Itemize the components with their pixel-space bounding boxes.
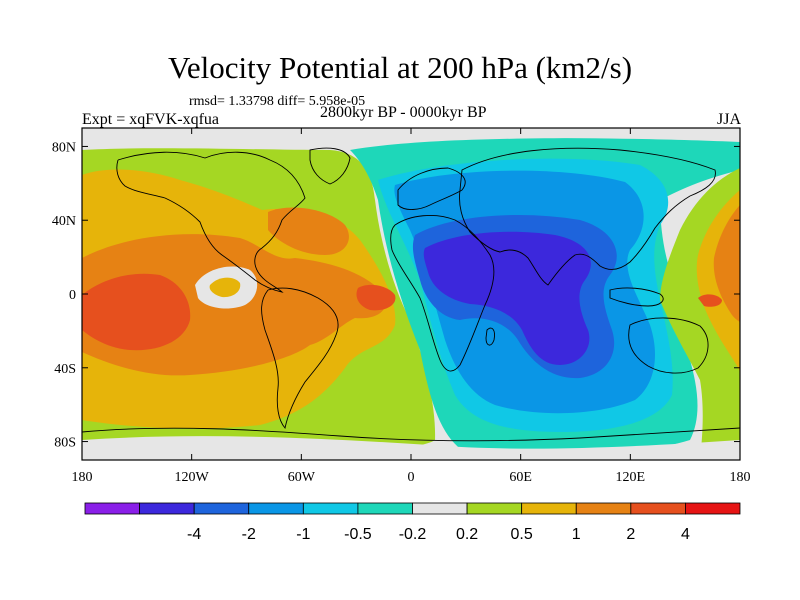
season-label: JJA — [716, 111, 741, 128]
coastlines — [82, 147, 740, 442]
lat-tick-group: 80N 40N 0 40S 80S — [52, 140, 740, 451]
contour-positive-2 — [82, 273, 191, 351]
colorbar-swatch — [302, 502, 359, 515]
coast-madagascar — [485, 327, 495, 346]
colorbar-label: 0.5 — [511, 526, 533, 543]
coast-asia — [459, 147, 716, 286]
map-title: Velocity Potential at 200 hPa (km2/s) — [167, 50, 633, 85]
colorbar-swatch — [685, 502, 741, 515]
lat-tick-label: 80N — [52, 140, 76, 155]
coast-indonesia — [609, 287, 664, 307]
colorbar-label: 4 — [681, 526, 690, 543]
colorbar-swatch — [466, 502, 523, 515]
contour-positive-1-north — [268, 207, 349, 255]
colorbar-label: -4 — [187, 526, 201, 543]
lat-tick-label: 0 — [69, 288, 76, 303]
colorbar-label: -0.5 — [344, 526, 372, 543]
lon-tick-label: 60W — [288, 470, 316, 485]
colorbar-label: -1 — [296, 526, 310, 543]
lon-tick-label: 180 — [730, 470, 751, 485]
antarctic-band — [82, 436, 740, 460]
period-label: 2800kyr BP - 0000kyr BP — [320, 104, 487, 121]
colorbar-swatch — [575, 502, 632, 515]
coast-north-america — [116, 151, 306, 293]
arctic-band — [82, 128, 740, 148]
contour-negative-4 — [423, 231, 591, 365]
coast-antarctica — [82, 427, 740, 442]
colorbar-label: 1 — [572, 526, 581, 543]
colorbar: -4 -2 -1 -0.5 -0.2 0.2 0.5 1 2 4 — [84, 502, 741, 543]
coast-europe — [397, 167, 466, 210]
coast-greenland — [309, 147, 351, 185]
contour-positive-west-pacific-2 — [698, 294, 722, 307]
contour-field — [82, 128, 740, 460]
colorbar-swatch — [357, 502, 413, 515]
lat-tick-label: 40S — [54, 362, 76, 377]
colorbar-label: -2 — [242, 526, 256, 543]
lon-tick-label: 0 — [408, 470, 415, 485]
lat-tick-label: 40N — [52, 214, 76, 229]
lon-tick-label: 120E — [616, 470, 646, 485]
colorbar-label: -0.2 — [399, 526, 427, 543]
colorbar-swatch — [521, 502, 577, 515]
colorbar-label: 2 — [626, 526, 635, 543]
colorbar-label: 0.2 — [456, 526, 478, 543]
colorbar-swatch — [193, 502, 250, 515]
colorbar-swatch — [248, 502, 304, 515]
lon-tick-group: 180 120W 60W 0 60E 120E 180 — [72, 128, 751, 485]
contour-positive-2-atlantic — [356, 284, 396, 311]
lon-tick-label: 60E — [509, 470, 532, 485]
stats-text: rmsd= 1.33798 diff= 5.958e-05 — [189, 94, 366, 109]
colorbar-swatch — [84, 502, 140, 515]
contour-positive-west-pacific-1 — [713, 205, 740, 322]
lon-tick-label: 180 — [72, 470, 93, 485]
contour-positive-0_5-inner — [209, 277, 241, 298]
colorbar-swatch — [412, 502, 468, 515]
coast-africa — [390, 215, 495, 372]
colorbar-swatch — [139, 502, 195, 515]
lat-tick-label: 80S — [54, 436, 76, 451]
colorbar-swatch — [630, 502, 686, 515]
lon-tick-label: 120W — [175, 470, 210, 485]
coast-south-america — [261, 287, 339, 429]
experiment-label: Expt = xqFVK-xqfua — [82, 111, 220, 128]
coast-australia — [628, 317, 709, 374]
